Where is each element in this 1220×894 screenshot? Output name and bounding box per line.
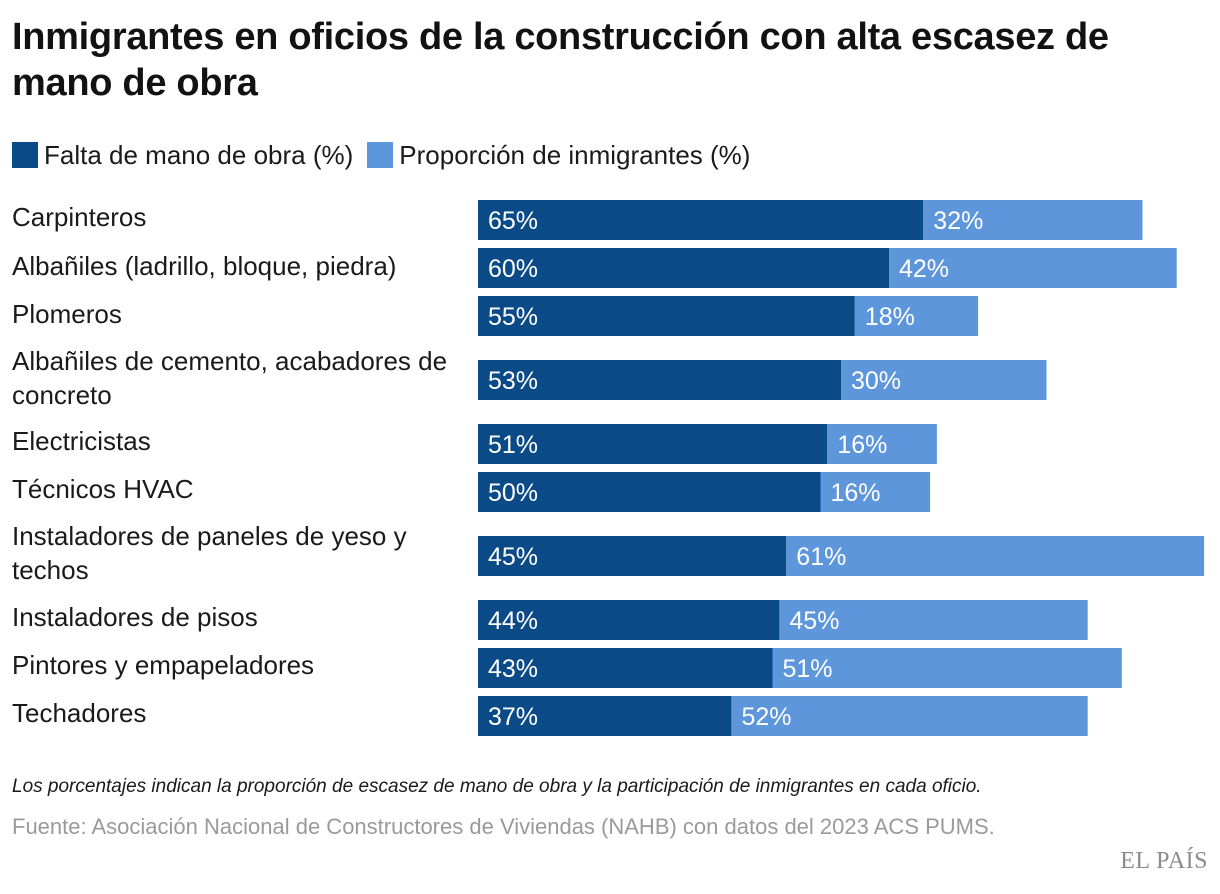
data-label-immigrants-3: 30% <box>851 367 901 395</box>
data-label-immigrants-7: 45% <box>789 607 839 635</box>
category-label-carpinteros: Carpinteros <box>12 202 147 232</box>
legend-item-shortage: Falta de mano de obra (%) <box>12 140 353 171</box>
brand-logo: EL PAÍS <box>1120 848 1208 874</box>
bar-shortage-8 <box>478 648 773 688</box>
data-label-immigrants-8: 51% <box>783 655 833 683</box>
legend-item-immigrants: Proporción de inmigrantes (%) <box>367 140 750 171</box>
bar-immigrants-7 <box>779 600 1088 640</box>
bar-immigrants-9 <box>731 696 1088 736</box>
bar-immigrants-2 <box>854 296 979 336</box>
data-label-immigrants-6: 61% <box>796 543 846 571</box>
category-label-paneles-yeso: Instaladores de paneles de yeso y techos <box>12 521 407 585</box>
bar-immigrants-1 <box>889 248 1177 288</box>
data-label-shortage-8: 43% <box>488 655 538 683</box>
bar-immigrants-3 <box>841 360 1047 400</box>
category-label-pisos: Instaladores de pisos <box>12 602 258 632</box>
bar-shortage-9 <box>478 696 732 736</box>
category-label-albaniles-ladrillo: Albañiles (ladrillo, bloque, piedra) <box>12 251 397 281</box>
legend-swatch-immigrants <box>367 142 394 168</box>
data-label-immigrants-2: 18% <box>865 303 915 331</box>
bar-shortage-7 <box>478 600 780 640</box>
bar-immigrants-8 <box>772 648 1122 688</box>
category-label-albaniles-cemento: Albañiles de cemento, acabadores de conc… <box>12 346 448 410</box>
data-label-shortage-9: 37% <box>488 703 538 731</box>
legend-label-shortage: Falta de mano de obra (%) <box>44 139 354 170</box>
bar-immigrants-0 <box>923 200 1143 240</box>
legend-label-immigrants: Proporción de inmigrantes (%) <box>399 139 751 170</box>
data-label-shortage-7: 44% <box>488 607 538 635</box>
data-label-immigrants-9: 52% <box>742 703 792 731</box>
category-label-tecnicos-hvac: Técnicos HVAC <box>12 474 194 504</box>
bar-immigrants-4 <box>827 424 937 464</box>
category-label-electricistas: Electricistas <box>12 426 151 456</box>
data-label-shortage-0: 65% <box>488 207 538 235</box>
category-label-plomeros: Plomeros <box>12 299 122 329</box>
legend-swatch-shortage <box>12 142 38 168</box>
data-label-shortage-4: 51% <box>488 431 538 459</box>
footnote: Los porcentajes indican la proporción de… <box>12 776 982 797</box>
data-label-immigrants-5: 16% <box>831 479 881 507</box>
category-label-techadores: Techadores <box>12 698 147 728</box>
data-label-immigrants-4: 16% <box>837 431 887 459</box>
data-label-shortage-5: 50% <box>488 479 538 507</box>
bar-immigrants-5 <box>820 472 931 512</box>
data-label-immigrants-0: 32% <box>933 207 983 235</box>
data-label-shortage-1: 60% <box>488 255 538 283</box>
bar-shortage-6 <box>478 536 787 576</box>
data-label-shortage-3: 53% <box>488 367 538 395</box>
data-label-shortage-6: 45% <box>488 543 538 571</box>
legend: Falta de mano de obra (%) Proporción de … <box>12 138 764 172</box>
bar-shortage-4 <box>478 424 828 464</box>
category-label-pintores: Pintores y empapeladores <box>12 650 315 680</box>
source-credit: Fuente: Asociación Nacional de Construct… <box>12 814 995 839</box>
data-label-shortage-2: 55% <box>488 303 538 331</box>
bar-shortage-0 <box>478 200 924 240</box>
chart-title: Inmigrantes en oficios de la construcció… <box>12 16 1109 104</box>
bar-shortage-2 <box>478 296 855 336</box>
bar-shortage-5 <box>478 472 821 512</box>
bar-shortage-1 <box>478 248 889 288</box>
bar-shortage-3 <box>478 360 841 400</box>
data-label-immigrants-1: 42% <box>899 255 949 283</box>
bar-immigrants-6 <box>786 536 1205 576</box>
